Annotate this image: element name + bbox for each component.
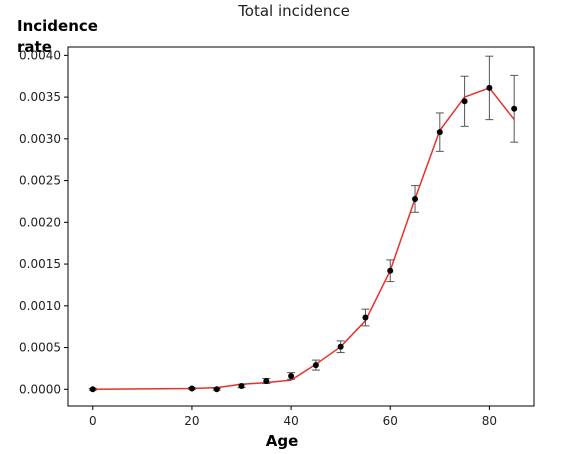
x-tick-label: 0 xyxy=(89,414,97,428)
y-axis-label: Incidence rate xyxy=(17,17,103,56)
y-axis-ticks: 0.0000 0.0005 0.0010 0.0015 0.0020 0.0025 0.00… xyxy=(19,48,68,396)
y-axis-label-line-2: rate xyxy=(17,38,52,56)
data-point xyxy=(288,372,295,379)
data-point xyxy=(263,377,270,384)
series-layer xyxy=(88,55,519,393)
chart-title: Total incidence xyxy=(237,2,350,20)
x-axis-label: Age xyxy=(266,432,299,450)
x-tick-label: 80 xyxy=(482,414,497,428)
data-point xyxy=(387,267,394,274)
data-point xyxy=(412,195,419,202)
data-point xyxy=(436,129,443,136)
data-point xyxy=(89,386,96,393)
model-fit-line xyxy=(92,87,515,391)
plot-frame xyxy=(67,46,535,407)
y-tick-label: 0.0000 xyxy=(19,382,61,396)
data-point xyxy=(511,105,518,112)
y-tick-label: 0.0040 xyxy=(19,48,61,62)
x-tick-label: 20 xyxy=(184,414,199,428)
x-tick-label: 40 xyxy=(283,414,298,428)
data-point xyxy=(337,343,344,350)
y-tick-label: 0.0035 xyxy=(19,90,61,104)
data-point xyxy=(213,386,220,393)
data-point xyxy=(486,84,493,91)
x-tick-label: 60 xyxy=(383,414,398,428)
y-axis-label-line-1: Incidence xyxy=(17,17,98,35)
data-point xyxy=(188,385,195,392)
y-tick-label: 0.0030 xyxy=(19,132,61,146)
y-tick-label: 0.0025 xyxy=(19,174,61,188)
y-tick-label: 0.0005 xyxy=(19,341,61,355)
y-tick-label: 0.0010 xyxy=(19,299,61,313)
data-point xyxy=(312,362,319,369)
data-point xyxy=(362,314,369,321)
y-tick-label: 0.0015 xyxy=(19,257,61,271)
y-tick-label: 0.0020 xyxy=(19,215,61,229)
data-point xyxy=(461,98,468,105)
x-axis-ticks: 0 20 40 60 80 xyxy=(89,406,497,428)
data-point xyxy=(238,382,245,389)
